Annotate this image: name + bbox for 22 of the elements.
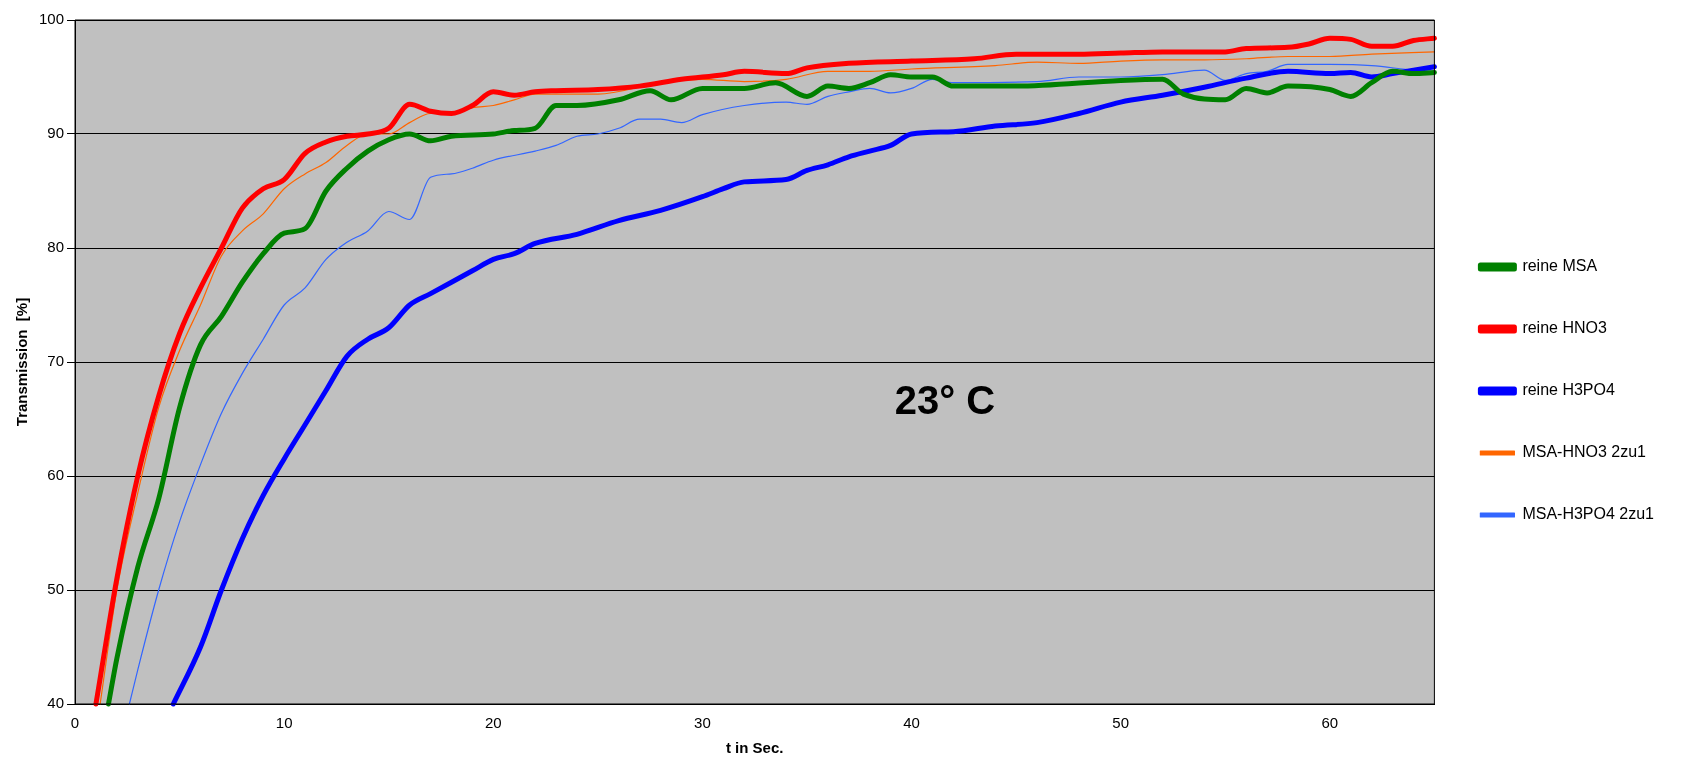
x-tick-label: 10	[275, 714, 293, 732]
x-axis-title: t in Sec.	[725, 739, 784, 757]
x-tick-label: 0	[70, 714, 80, 732]
y-tick-label: 100	[39, 10, 65, 28]
legend-label: reine H3PO4	[1522, 381, 1615, 399]
annotation: 23° C	[894, 378, 996, 423]
y-tick-label: 40	[47, 694, 65, 712]
legend-label: reine MSA	[1522, 257, 1598, 275]
legend-label: reine HNO3	[1522, 319, 1607, 337]
legend-label: MSA-H3PO4 2zu1	[1522, 505, 1655, 523]
y-tick-label: 60	[47, 466, 65, 484]
x-tick-label: 60	[1321, 714, 1339, 732]
x-tick-label: 40	[903, 714, 920, 732]
x-tick-label: 30	[694, 714, 711, 732]
y-tick-label: 70	[47, 352, 65, 370]
y-tick-label: 80	[47, 238, 65, 256]
y-axis-title: Transmission [%]	[13, 297, 31, 427]
y-tick-label: 50	[47, 580, 65, 598]
legend-label: MSA-HNO3 2zu1	[1522, 443, 1647, 461]
x-tick-label: 50	[1112, 714, 1130, 732]
x-tick-label: 20	[484, 714, 502, 732]
y-tick-label: 90	[47, 124, 65, 142]
